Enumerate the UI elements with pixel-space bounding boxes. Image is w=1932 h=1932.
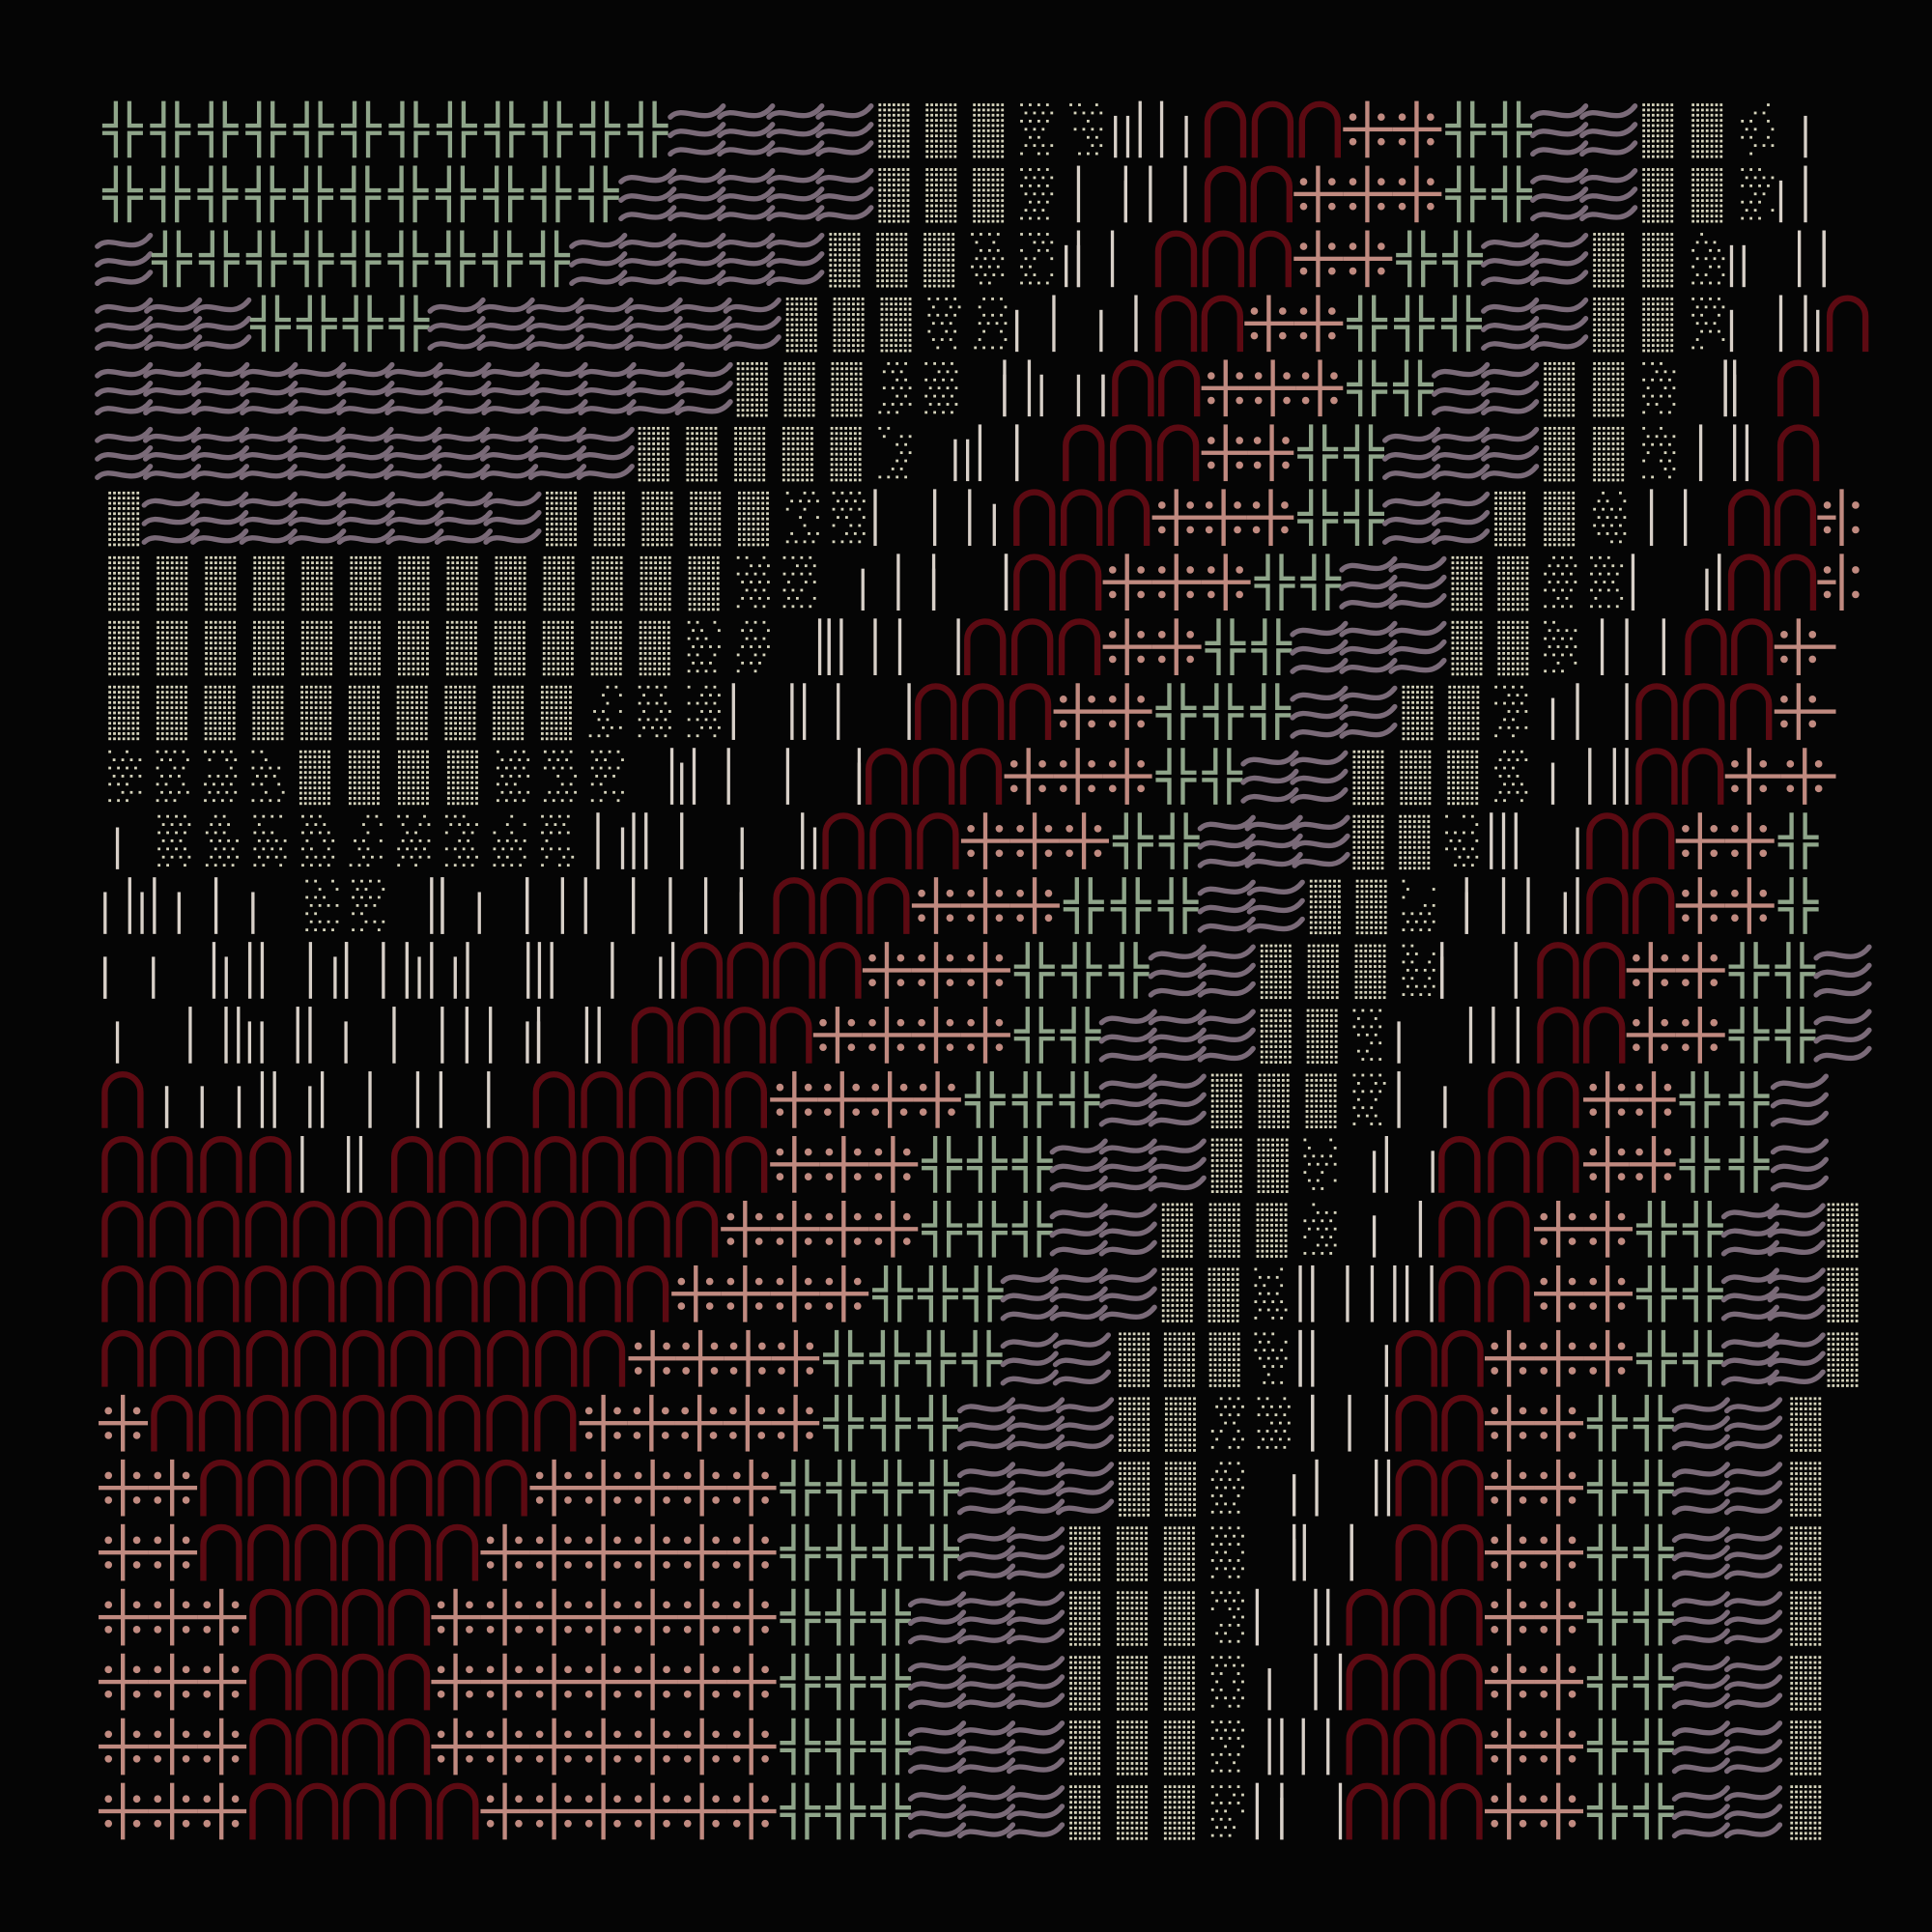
vertical-lines-icon (165, 1086, 168, 1127)
vertical-lines-icon (1373, 1215, 1376, 1257)
vertical-lines-icon (1625, 683, 1628, 740)
vertical-lines-icon (526, 942, 529, 999)
vertical-lines-icon (1440, 942, 1443, 999)
vertical-lines-icon (740, 877, 743, 934)
vertical-lines-icon (1385, 1345, 1388, 1386)
vertical-lines-icon (392, 1007, 395, 1064)
vertical-lines-icon (670, 748, 673, 805)
vertical-lines-icon (896, 554, 899, 611)
vertical-lines-icon (152, 956, 155, 998)
vertical-lines-icon (368, 1071, 371, 1128)
vertical-lines-icon (1730, 310, 1733, 352)
vertical-lines-icon (188, 1007, 191, 1064)
vertical-lines-icon (1315, 1460, 1318, 1517)
vertical-lines-icon (1419, 1201, 1422, 1258)
vertical-lines-icon (1662, 618, 1665, 675)
vertical-lines-icon (704, 877, 707, 934)
vertical-lines-icon (953, 440, 956, 481)
vertical-lines-icon (1111, 231, 1114, 288)
vertical-lines-icon (1099, 310, 1102, 352)
vertical-lines-icon (818, 618, 821, 675)
vertical-lines-icon (837, 683, 839, 740)
vertical-lines-icon (300, 1136, 303, 1193)
vertical-lines-icon (680, 812, 683, 869)
vertical-lines-icon (1397, 1021, 1400, 1063)
vertical-lines-icon (1650, 489, 1653, 546)
vertical-lines-icon (1183, 166, 1186, 223)
vertical-lines-icon (862, 569, 865, 611)
vertical-lines-icon (727, 748, 730, 805)
vertical-lines-icon (344, 1021, 347, 1063)
vertical-lines-icon (526, 877, 528, 934)
vertical-lines-icon (732, 683, 735, 740)
vertical-lines-icon (1515, 942, 1518, 999)
vertical-lines-icon (1256, 1589, 1259, 1646)
vertical-lines-icon (873, 489, 876, 546)
vertical-lines-icon (858, 748, 861, 805)
vertical-lines-icon (1293, 1524, 1295, 1581)
vertical-lines-icon (537, 1007, 540, 1064)
vertical-lines-icon (1432, 1151, 1435, 1192)
vertical-lines-icon (786, 748, 789, 805)
vertical-lines-icon (103, 956, 106, 998)
vertical-lines-icon (1469, 1007, 1472, 1064)
vertical-lines-icon (1576, 828, 1578, 869)
vertical-lines-icon (1339, 1783, 1342, 1840)
vertical-lines-icon (933, 489, 936, 546)
vertical-lines-icon (741, 828, 744, 869)
vertical-lines-icon (1699, 424, 1702, 481)
vertical-lines-icon (1134, 295, 1137, 352)
vertical-lines-icon (1293, 1474, 1295, 1516)
vertical-lines-icon (1268, 1668, 1271, 1710)
vertical-lines-icon (1303, 1524, 1306, 1581)
vertical-lines-icon (1804, 116, 1806, 157)
vertical-lines-icon (956, 618, 959, 675)
vertical-lines-icon (1350, 1524, 1353, 1581)
vertical-lines-icon (1684, 489, 1687, 546)
vertical-lines-icon (487, 1071, 490, 1128)
vertical-lines-icon (584, 877, 587, 934)
vertical-lines-icon (430, 877, 433, 934)
vertical-lines-icon (416, 1071, 419, 1128)
vertical-lines-icon (1443, 1086, 1446, 1127)
vertical-lines-icon (1733, 359, 1736, 416)
vertical-lines-icon (561, 877, 564, 934)
vertical-lines-icon (440, 1071, 442, 1128)
vertical-lines-icon (1015, 424, 1018, 481)
vertical-lines-icon (1723, 359, 1726, 416)
vertical-lines-icon (116, 1021, 119, 1063)
vertical-lines-icon (1397, 1071, 1400, 1128)
vertical-lines-icon (116, 828, 119, 869)
vertical-lines-icon (1003, 359, 1006, 416)
vertical-lines-icon (1632, 554, 1634, 611)
vertical-lines-icon (1077, 166, 1080, 223)
vertical-lines-icon (611, 942, 613, 999)
vertical-lines-icon (1465, 877, 1468, 934)
vertical-lines-icon (907, 683, 910, 740)
vertical-lines-icon (1311, 1395, 1314, 1452)
vertical-lines-icon (214, 877, 217, 934)
vertical-lines-icon (251, 892, 254, 933)
vertical-lines-icon (1551, 763, 1554, 805)
vertical-lines-icon (932, 554, 935, 611)
vertical-lines-icon (1005, 554, 1008, 611)
